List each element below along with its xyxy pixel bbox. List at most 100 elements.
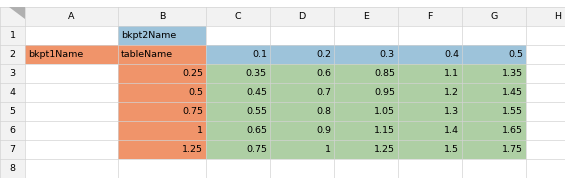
Text: 1.05: 1.05 bbox=[374, 107, 395, 116]
Bar bbox=[206, 83, 270, 102]
Bar bbox=[118, 64, 206, 83]
Text: C: C bbox=[234, 12, 241, 21]
Text: 1.2: 1.2 bbox=[444, 88, 459, 97]
Bar bbox=[398, 83, 462, 102]
Bar bbox=[526, 121, 565, 140]
Text: 0.4: 0.4 bbox=[444, 50, 459, 59]
Bar bbox=[118, 83, 206, 102]
Text: 1: 1 bbox=[197, 126, 203, 135]
Bar bbox=[462, 102, 526, 121]
Bar bbox=[526, 102, 565, 121]
Text: 1: 1 bbox=[10, 31, 15, 40]
Bar bbox=[462, 45, 526, 64]
Bar bbox=[526, 83, 565, 102]
Bar bbox=[526, 159, 565, 178]
Polygon shape bbox=[8, 7, 25, 19]
Text: 0.75: 0.75 bbox=[246, 145, 267, 154]
Bar bbox=[334, 140, 398, 159]
Bar bbox=[118, 102, 206, 121]
Bar bbox=[0, 7, 25, 26]
Bar bbox=[0, 45, 25, 64]
Text: 1.1: 1.1 bbox=[444, 69, 459, 78]
Bar bbox=[0, 121, 25, 140]
Bar bbox=[462, 102, 526, 121]
Bar bbox=[398, 159, 462, 178]
Bar bbox=[462, 7, 526, 26]
Bar bbox=[334, 64, 398, 83]
Bar bbox=[462, 159, 526, 178]
Bar bbox=[398, 45, 462, 64]
Text: 1.45: 1.45 bbox=[502, 88, 523, 97]
Bar bbox=[206, 121, 270, 140]
Bar bbox=[270, 45, 334, 64]
Bar bbox=[206, 140, 270, 159]
Bar bbox=[398, 121, 462, 140]
Bar bbox=[25, 102, 118, 121]
Bar bbox=[526, 45, 565, 64]
Bar bbox=[270, 140, 334, 159]
Text: E: E bbox=[363, 12, 369, 21]
Bar bbox=[270, 83, 334, 102]
Bar bbox=[270, 121, 334, 140]
Bar bbox=[118, 45, 206, 64]
Bar bbox=[334, 121, 398, 140]
Bar bbox=[270, 64, 334, 83]
Bar bbox=[0, 7, 25, 26]
Text: 5: 5 bbox=[10, 107, 15, 116]
Bar bbox=[334, 159, 398, 178]
Bar bbox=[462, 140, 526, 159]
Bar bbox=[270, 102, 334, 121]
Bar bbox=[206, 64, 270, 83]
Bar bbox=[25, 64, 118, 83]
Text: 1.55: 1.55 bbox=[502, 107, 523, 116]
Bar bbox=[0, 102, 25, 121]
Bar bbox=[398, 83, 462, 102]
Bar bbox=[25, 83, 118, 102]
Text: 1.25: 1.25 bbox=[182, 145, 203, 154]
Bar bbox=[398, 140, 462, 159]
Bar bbox=[334, 45, 398, 64]
Bar bbox=[0, 83, 25, 102]
Text: 0.7: 0.7 bbox=[316, 88, 331, 97]
Bar bbox=[462, 121, 526, 140]
Text: 0.45: 0.45 bbox=[246, 88, 267, 97]
Text: 0.75: 0.75 bbox=[182, 107, 203, 116]
Bar bbox=[0, 140, 25, 159]
Bar bbox=[206, 45, 270, 64]
Text: 0.55: 0.55 bbox=[246, 107, 267, 116]
Bar bbox=[462, 83, 526, 102]
Bar bbox=[398, 45, 462, 64]
Text: 1.25: 1.25 bbox=[374, 145, 395, 154]
Text: 7: 7 bbox=[10, 145, 15, 154]
Bar bbox=[206, 64, 270, 83]
Text: D: D bbox=[298, 12, 306, 21]
Bar bbox=[462, 64, 526, 83]
Bar bbox=[334, 7, 398, 26]
Text: 1.3: 1.3 bbox=[444, 107, 459, 116]
Bar bbox=[334, 83, 398, 102]
Bar bbox=[462, 64, 526, 83]
Text: 8: 8 bbox=[10, 164, 15, 173]
Bar bbox=[118, 102, 206, 121]
Text: 6: 6 bbox=[10, 126, 15, 135]
Bar bbox=[206, 102, 270, 121]
Bar bbox=[334, 26, 398, 45]
Bar bbox=[334, 83, 398, 102]
Text: bkpt1Name: bkpt1Name bbox=[28, 50, 83, 59]
Text: 0.35: 0.35 bbox=[246, 69, 267, 78]
Bar bbox=[118, 26, 206, 45]
Bar bbox=[270, 64, 334, 83]
Bar bbox=[398, 140, 462, 159]
Bar bbox=[526, 26, 565, 45]
Text: 1.65: 1.65 bbox=[502, 126, 523, 135]
Bar bbox=[270, 7, 334, 26]
Bar bbox=[398, 64, 462, 83]
Bar bbox=[206, 26, 270, 45]
Bar bbox=[118, 121, 206, 140]
Bar bbox=[25, 121, 118, 140]
Text: 0.9: 0.9 bbox=[316, 126, 331, 135]
Bar bbox=[0, 159, 25, 178]
Bar bbox=[334, 102, 398, 121]
Text: F: F bbox=[427, 12, 433, 21]
Bar bbox=[206, 45, 270, 64]
